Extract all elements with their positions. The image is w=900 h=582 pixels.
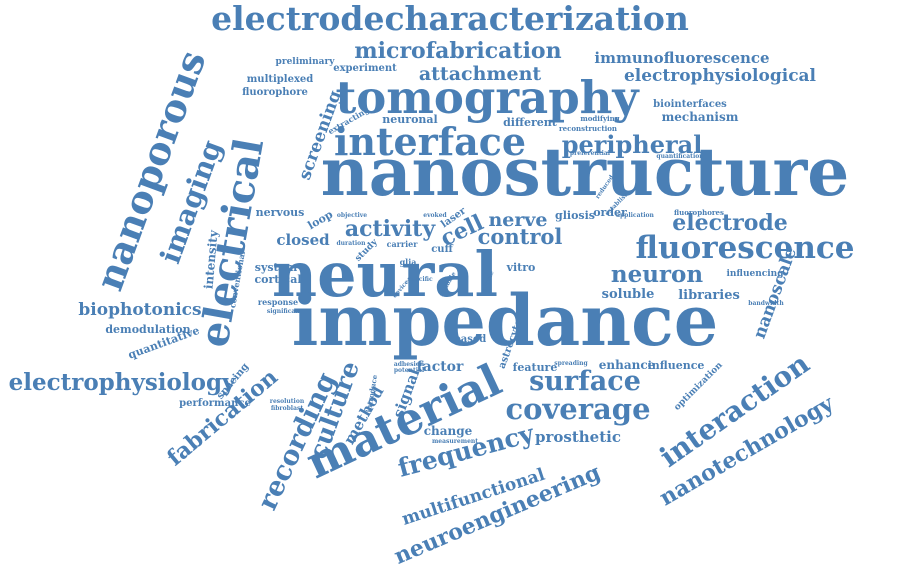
word-electrophysiology: electrophysiology <box>9 369 236 396</box>
word-microfabrication: microfabrication <box>354 38 561 64</box>
word-significance: significance <box>267 308 307 315</box>
word-fluorophore: fluorophore <box>242 87 308 98</box>
word-mechanism: mechanism <box>662 110 739 124</box>
word-neural: neural <box>272 238 498 311</box>
word-adhesion: adhesion <box>394 361 425 368</box>
word-feature: feature <box>513 361 558 374</box>
word-fibroblast: fibroblast <box>271 405 303 412</box>
word-electrode: electrode <box>672 210 788 236</box>
word-duration: duration <box>336 240 366 247</box>
word-order: order <box>593 206 627 219</box>
word-tomography: tomography <box>335 71 640 124</box>
word-biophotonics: biophotonics <box>78 300 201 320</box>
word-enhance: enhance <box>599 358 656 372</box>
word-response: response <box>258 297 298 307</box>
word-intensity: intensity <box>201 229 220 290</box>
word-carrier: carrier <box>387 239 419 249</box>
word-measurement: measurement <box>432 438 478 445</box>
word-biointerfaces: biointerfaces <box>653 99 727 110</box>
word-fluorophores: fluorophores <box>674 208 724 217</box>
word-factor: factor <box>417 359 464 375</box>
word-preliminary: preliminary <box>276 57 336 67</box>
word-prosthetic: prosthetic <box>535 428 621 446</box>
word-gliosis: gliosis <box>555 209 595 222</box>
word-quantification: quantification <box>656 153 704 160</box>
word-nanostructure: nanostructure <box>321 133 850 211</box>
word-specific: specific <box>407 276 433 283</box>
word-experiment: experiment <box>333 63 397 74</box>
word-multiplexed: multiplexed <box>247 74 314 85</box>
word-change: change <box>424 424 473 438</box>
word-influence: influence <box>648 359 705 372</box>
word-based: based <box>454 334 486 345</box>
word-nervous: nervous <box>256 206 305 219</box>
word-preferential: preferential <box>570 150 611 157</box>
word-cortical: cortical <box>254 273 301 286</box>
word-system: system <box>255 261 298 274</box>
word-control: control <box>478 224 563 249</box>
word-neuronal: neuronal <box>382 113 437 126</box>
word-libraries: libraries <box>678 288 740 303</box>
word-glia: glia <box>400 257 417 267</box>
word-potential: potential <box>394 367 425 374</box>
word-electrodecharacterization: electrodecharacterization <box>211 0 689 38</box>
word-modifying: modifying <box>580 114 619 123</box>
word-impedance: impedance <box>292 279 719 362</box>
word-application: application <box>616 212 654 219</box>
word-immunofluorescence: immunofluorescence <box>594 49 769 67</box>
word-different: different <box>503 116 558 129</box>
word-peripheral: peripheral <box>562 130 703 159</box>
word-spreading: spreading <box>554 360 588 367</box>
word-coverage: coverage <box>505 392 650 426</box>
word-activity: activity <box>345 216 436 242</box>
word-closed: closed <box>276 231 330 249</box>
word-nerve: nerve <box>488 209 547 231</box>
word-soluble: soluble <box>602 287 655 302</box>
word-interface: interface <box>334 119 526 164</box>
word-vitro: vitro <box>506 261 536 274</box>
word-evoked: evoked <box>423 212 447 219</box>
word-bandwidth: bandwidth <box>748 300 784 307</box>
word-influencing: influencing <box>726 269 784 279</box>
word-neuron: neuron <box>611 261 704 288</box>
word-attachment: attachment <box>419 63 542 85</box>
word-cuff: cuff <box>431 244 453 255</box>
word-demodulation: demodulation <box>105 323 190 336</box>
word-loop: loop <box>306 208 336 233</box>
word-performance: performance <box>179 398 251 409</box>
word-electrophysiological: electrophysiological <box>624 66 817 86</box>
word-resolution: resolution <box>270 398 305 405</box>
word-surface: surface <box>529 366 641 397</box>
word-reconstruction: reconstruction <box>559 124 617 133</box>
word-fluorescence: fluorescence <box>636 230 855 266</box>
word-objective: objective <box>337 212 367 219</box>
